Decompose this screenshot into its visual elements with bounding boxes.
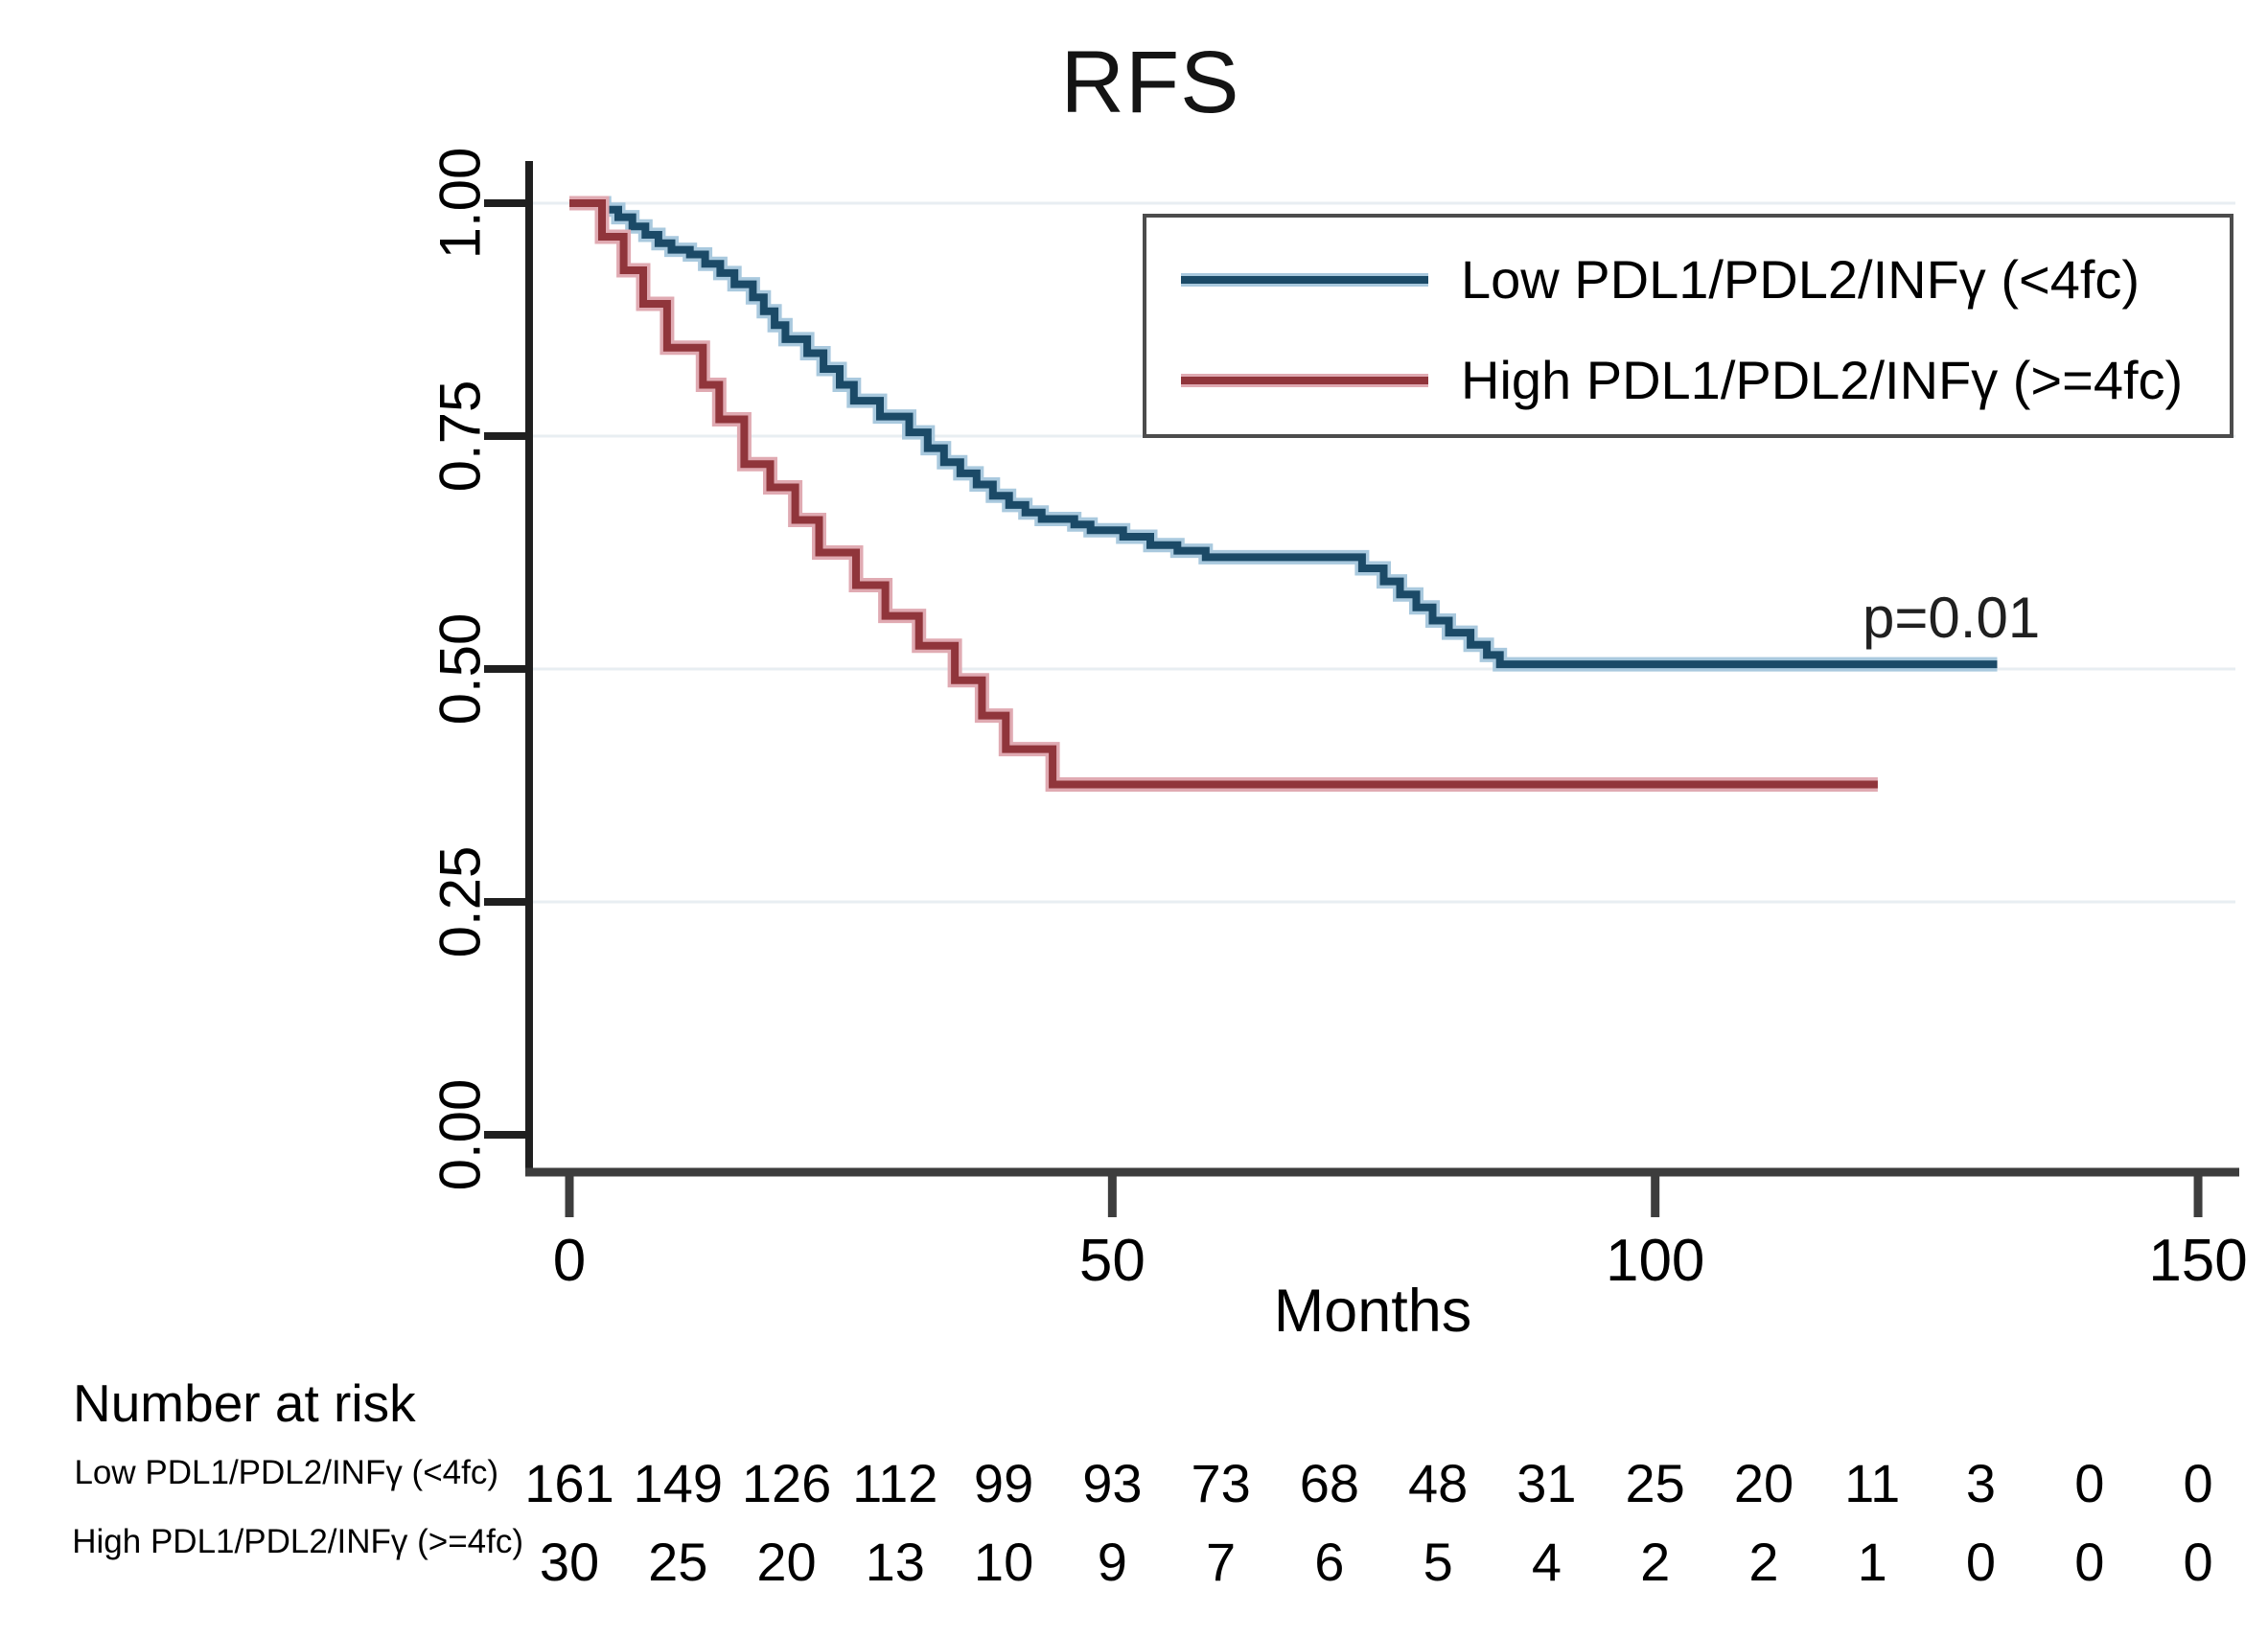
risk-count-high-t150: 0 xyxy=(2183,1532,2213,1592)
x-tick-label-0: 0 xyxy=(552,1228,587,1294)
risk-count-low-t80: 48 xyxy=(1408,1453,1469,1513)
risk-count-high-t50: 9 xyxy=(1097,1532,1127,1592)
km-curve-low xyxy=(569,199,1998,669)
risk-count-high-t140: 0 xyxy=(2074,1532,2105,1592)
legend-line-low-icon xyxy=(1181,273,1428,287)
y-tick-label-0.75: 0.75 xyxy=(428,380,493,493)
risk-count-low-t120: 11 xyxy=(1844,1453,1901,1513)
risk-count-low-t0: 161 xyxy=(524,1453,614,1513)
risk-count-high-t0: 30 xyxy=(539,1532,600,1592)
risk-count-low-t130: 3 xyxy=(1965,1453,1997,1513)
risk-row-label-high: High PDL1/PDL2/INFγ (>=4fc) xyxy=(72,1523,523,1560)
risk-count-high-t60: 7 xyxy=(1206,1532,1237,1592)
x-tick-label-100: 100 xyxy=(1605,1228,1705,1294)
y-tick-label-0.00: 0.00 xyxy=(428,1078,493,1191)
risk-count-low-t150: 0 xyxy=(2183,1453,2213,1513)
risk-count-high-t40: 10 xyxy=(973,1532,1034,1592)
risk-count-high-t90: 4 xyxy=(1531,1532,1562,1592)
y-tick-label-1.00: 1.00 xyxy=(428,147,493,260)
risk-count-low-t20: 126 xyxy=(741,1453,832,1513)
legend-label-low: Low PDL1/PDL2/INFγ (<4fc) xyxy=(1461,249,2141,310)
risk-row-label-low: Low PDL1/PDL2/INFγ (<4fc) xyxy=(74,1454,498,1491)
risk-count-low-t70: 68 xyxy=(1299,1453,1360,1513)
risk-count-high-t100: 2 xyxy=(1640,1532,1671,1592)
risk-count-low-t110: 20 xyxy=(1733,1453,1794,1513)
risk-count-low-t100: 25 xyxy=(1625,1453,1685,1513)
x-axis-label: Months xyxy=(1273,1278,1472,1345)
risk-count-high-t120: 1 xyxy=(1857,1532,1887,1592)
risk-count-high-t20: 20 xyxy=(756,1532,817,1592)
risk-count-high-t110: 2 xyxy=(1748,1532,1779,1592)
risk-count-high-t80: 5 xyxy=(1423,1532,1453,1592)
legend-label-high: High PDL1/PDL2/INFγ (>=4fc) xyxy=(1461,350,2184,410)
risk-table-heading: Number at risk xyxy=(73,1373,416,1433)
legend-box: Low PDL1/PDL2/INFγ (<4fc) High PDL1/PDL2… xyxy=(1143,214,2233,438)
risk-count-low-t10: 149 xyxy=(633,1453,723,1513)
risk-count-low-t40: 99 xyxy=(973,1453,1034,1513)
risk-count-low-t50: 93 xyxy=(1082,1453,1143,1513)
risk-count-low-t60: 73 xyxy=(1191,1453,1251,1513)
p-value-annotation: p=0.01 xyxy=(1863,586,2041,650)
risk-count-low-t90: 31 xyxy=(1516,1453,1577,1513)
risk-count-high-t70: 6 xyxy=(1314,1532,1345,1592)
y-tick-label-0.25: 0.25 xyxy=(428,845,493,958)
risk-count-low-t30: 112 xyxy=(852,1453,938,1513)
risk-count-high-t130: 0 xyxy=(1965,1532,1997,1592)
y-tick-label-0.50: 0.50 xyxy=(428,612,493,726)
risk-count-low-t140: 0 xyxy=(2074,1453,2105,1513)
chart-title: RFS xyxy=(1060,34,1240,131)
risk-count-high-t10: 25 xyxy=(648,1532,708,1592)
legend-line-high-icon xyxy=(1181,374,1428,387)
x-tick-label-150: 150 xyxy=(2148,1228,2248,1294)
risk-count-high-t30: 13 xyxy=(865,1532,925,1592)
x-tick-label-50: 50 xyxy=(1078,1228,1146,1294)
km-curve-high xyxy=(569,199,1878,789)
